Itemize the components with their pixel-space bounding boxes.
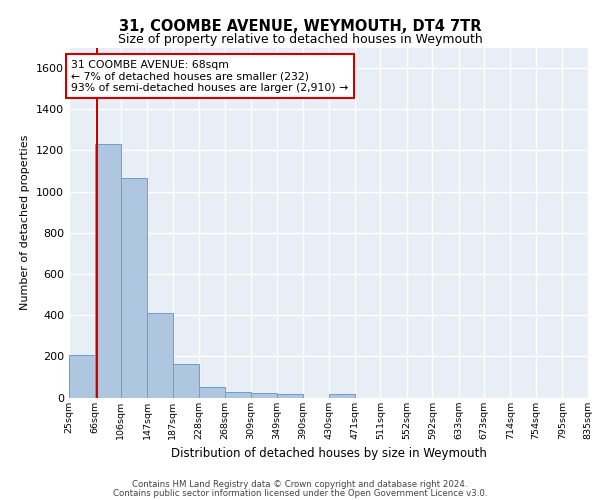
Bar (199, 387, 224, 398)
Bar (173, 364, 199, 398)
Bar (329, 394, 355, 398)
Y-axis label: Number of detached properties: Number of detached properties (20, 135, 31, 310)
Text: 31 COOMBE AVENUE: 68sqm
← 7% of detached houses are smaller (232)
93% of semi-de: 31 COOMBE AVENUE: 68sqm ← 7% of detached… (71, 60, 348, 93)
Text: Size of property relative to detached houses in Weymouth: Size of property relative to detached ho… (118, 33, 482, 46)
Bar (224, 392, 251, 398)
Text: Contains HM Land Registry data © Crown copyright and database right 2024.: Contains HM Land Registry data © Crown c… (132, 480, 468, 489)
Bar (277, 394, 303, 398)
Text: 31, COOMBE AVENUE, WEYMOUTH, DT4 7TR: 31, COOMBE AVENUE, WEYMOUTH, DT4 7TR (119, 19, 481, 34)
Bar (121, 178, 147, 398)
Text: Contains public sector information licensed under the Open Government Licence v3: Contains public sector information licen… (113, 488, 487, 498)
X-axis label: Distribution of detached houses by size in Weymouth: Distribution of detached houses by size … (170, 447, 487, 460)
Bar (69, 356, 95, 398)
Bar (95, 144, 121, 398)
Bar (251, 394, 277, 398)
Bar (147, 313, 173, 398)
